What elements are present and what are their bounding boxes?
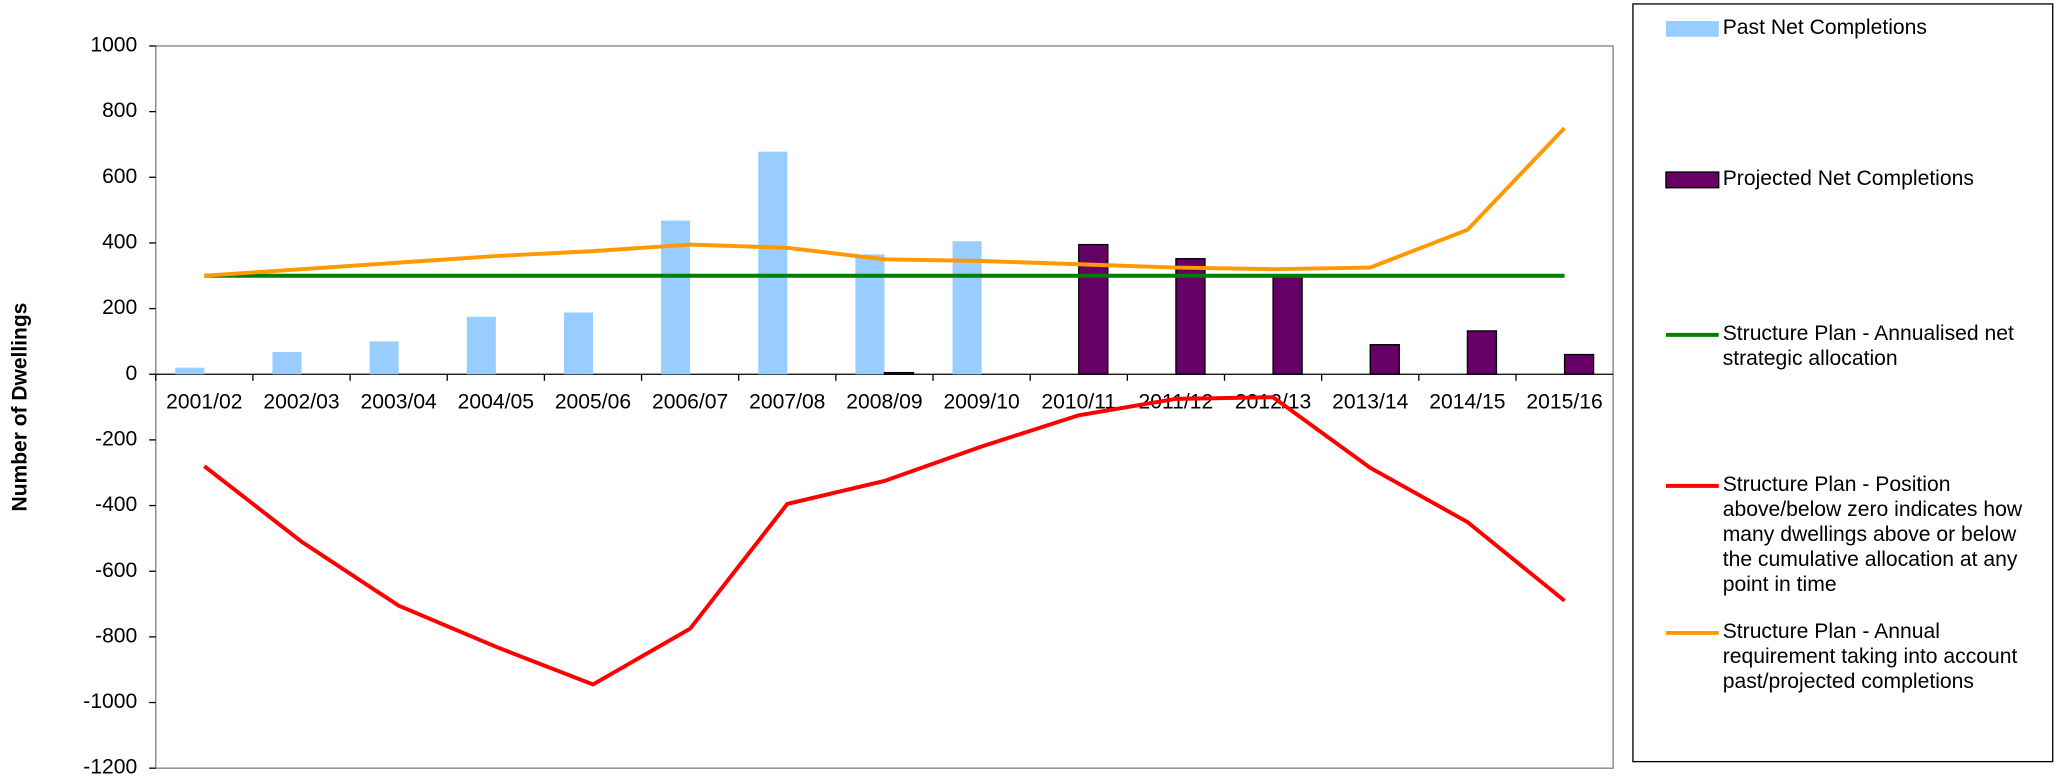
- bar: [272, 351, 302, 375]
- x-tick-label: 2002/03: [263, 391, 339, 414]
- legend-item: Projected Net Completions: [1722, 168, 1974, 191]
- x-tick-label: 2006/07: [652, 391, 728, 414]
- bar: [855, 254, 885, 375]
- bar: [1466, 330, 1498, 375]
- y-tick-label: -800: [95, 624, 137, 647]
- legend-box: [1632, 3, 2054, 763]
- line: [203, 395, 1566, 687]
- plot-area: [155, 45, 1614, 769]
- y-tick-label: -400: [95, 493, 137, 516]
- x-tick-label: 2001/02: [166, 391, 242, 414]
- legend-item: Structure Plan - Annual requirement taki…: [1722, 621, 2018, 694]
- legend-label: Structure Plan - Annualised net strategi…: [1722, 323, 2014, 371]
- legend-swatch: [1665, 171, 1720, 189]
- bar: [758, 151, 788, 375]
- line: [204, 126, 1566, 278]
- y-tick-label: 0: [126, 362, 138, 385]
- x-tick-label: 2008/09: [846, 391, 922, 414]
- bar: [1563, 353, 1595, 375]
- bar: [1272, 275, 1303, 375]
- legend-item: Past Net Completions: [1722, 17, 1927, 40]
- y-tick-label: -600: [95, 559, 137, 582]
- legend-label: Past Net Completions: [1722, 17, 1927, 40]
- x-tick-label: 2009/10: [943, 391, 1019, 414]
- legend-label: Projected Net Completions: [1722, 168, 1974, 191]
- x-tick-label: 2003/04: [361, 391, 438, 414]
- bar: [1369, 344, 1400, 375]
- legend-item: Structure Plan - Annualised net strategi…: [1722, 323, 2014, 371]
- bar: [175, 367, 205, 375]
- y-tick-label: 600: [102, 165, 137, 188]
- x-tick-label: 2005/06: [555, 391, 631, 414]
- bar: [952, 241, 982, 375]
- bar: [1175, 258, 1206, 375]
- bar: [466, 316, 496, 375]
- y-tick-label: 800: [102, 99, 137, 122]
- y-tick-label: -1200: [83, 756, 137, 779]
- x-tick-label: 2015/16: [1526, 391, 1602, 414]
- x-tick-label: 2011/12: [1139, 391, 1214, 414]
- y-tick-label: -1000: [83, 690, 137, 713]
- bar: [563, 312, 593, 375]
- legend-item: Structure Plan - Position above/below ze…: [1722, 474, 2023, 597]
- x-tick-label: 2004/05: [458, 391, 534, 414]
- y-tick-label: 1000: [90, 34, 137, 57]
- bar: [883, 371, 915, 375]
- x-tick-label: 2013/14: [1332, 391, 1409, 414]
- x-tick-label: 2007/08: [749, 391, 825, 414]
- legend-label: Structure Plan - Position above/below ze…: [1722, 474, 2023, 597]
- legend-label: Structure Plan - Annual requirement taki…: [1722, 621, 2018, 694]
- y-tick-label: -200: [95, 427, 137, 450]
- y-tick-label: 200: [102, 296, 137, 319]
- x-tick-label: 2010/11: [1041, 391, 1116, 414]
- y-tick-label: 400: [102, 231, 137, 254]
- y-axis-label: Number of Dwellings: [9, 303, 32, 512]
- x-tick-label: 2014/15: [1429, 391, 1505, 414]
- x-tick-label: 2012/13: [1235, 391, 1311, 414]
- bar: [369, 341, 399, 375]
- legend-swatch: [1665, 21, 1719, 37]
